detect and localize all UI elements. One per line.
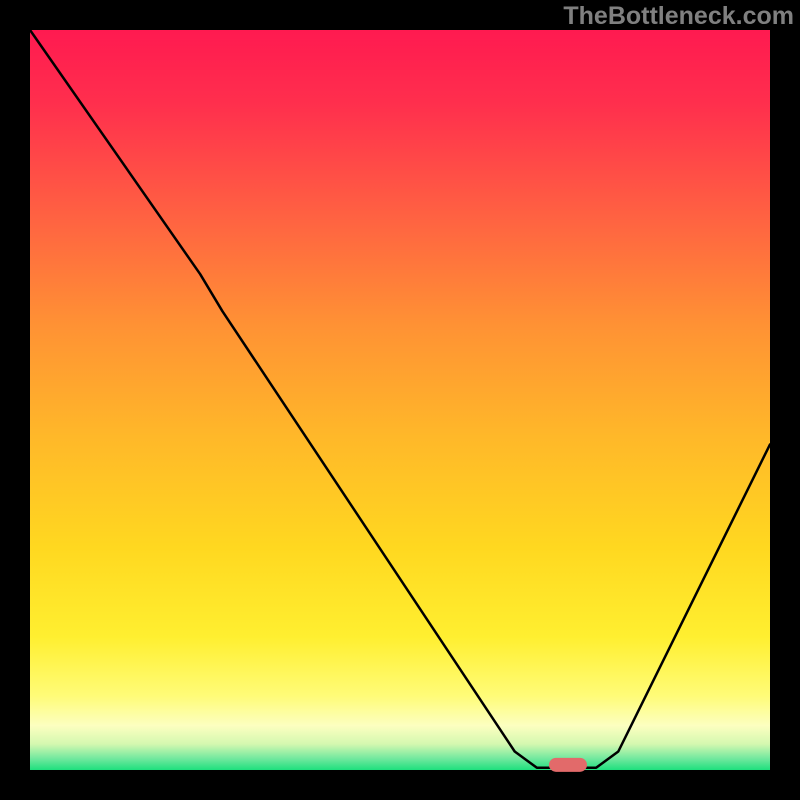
watermark-text: TheBottleneck.com	[563, 2, 794, 31]
plot-background-gradient	[30, 30, 770, 770]
optimal-marker	[549, 758, 587, 772]
chart-container: { "watermark": { "text": "TheBottleneck.…	[0, 0, 800, 800]
bottleneck-chart	[0, 0, 800, 800]
